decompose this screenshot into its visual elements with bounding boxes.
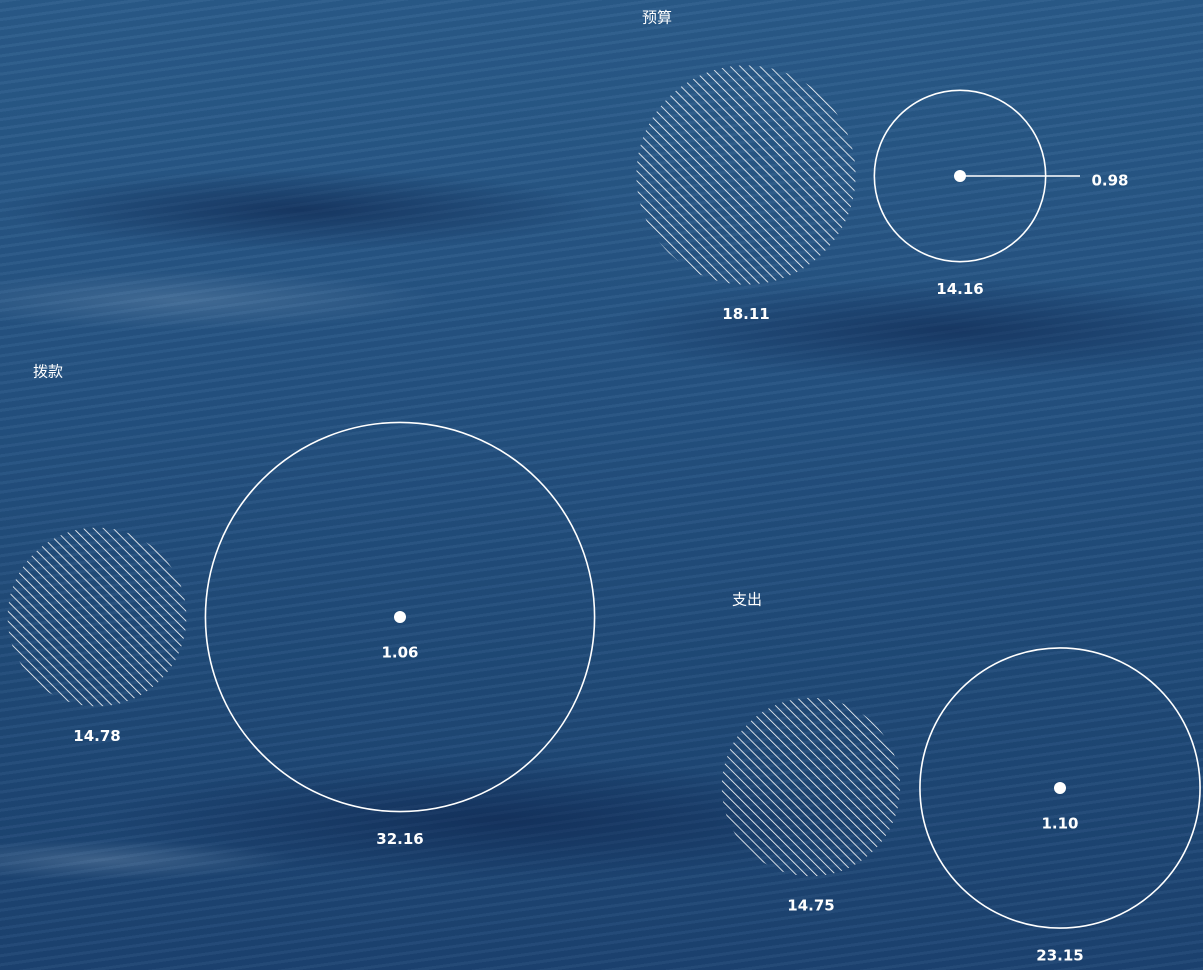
group-label: 支出: [732, 591, 762, 609]
inner-dot: [1054, 782, 1066, 794]
inner-value: 1.10: [1041, 815, 1078, 833]
inner-value: 1.06: [381, 644, 418, 662]
hatched-value: 18.11: [722, 305, 769, 323]
outline-value: 32.16: [376, 830, 423, 848]
hatched-bubble: [7, 527, 187, 707]
outline-value: 14.16: [936, 280, 983, 298]
hatched-bubble: [636, 65, 856, 285]
group-label: 预算: [642, 9, 672, 27]
outline-bubble: [919, 647, 1201, 929]
outline-value: 23.15: [1036, 947, 1083, 965]
inner-value: 0.98: [1091, 172, 1128, 190]
group-label: 拨款: [33, 363, 63, 381]
outline-bubble: [204, 421, 596, 813]
hatched-value: 14.75: [787, 897, 834, 915]
hatched-value: 14.78: [73, 727, 120, 745]
hatched-bubble: [721, 697, 901, 877]
inner-dot: [394, 611, 406, 623]
